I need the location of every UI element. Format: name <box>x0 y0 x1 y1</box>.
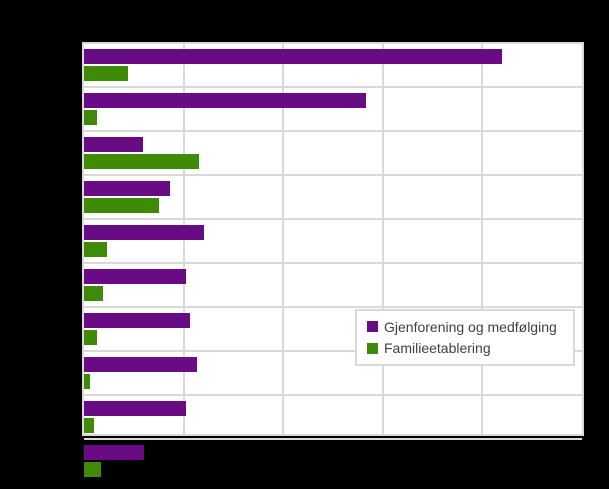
legend: Gjenforening og medfølging Familieetable… <box>355 309 575 366</box>
legend-swatch-icon <box>367 321 378 333</box>
gjenforening-bar <box>84 269 186 284</box>
gjenforening-bar <box>84 225 204 240</box>
gjenforening-bar <box>84 137 143 152</box>
bar-group-7 <box>84 313 582 352</box>
familieetablering-bar <box>84 286 103 301</box>
bar-group-3 <box>84 137 582 176</box>
familieetablering-bar <box>84 154 199 169</box>
gjenforening-bar <box>84 93 366 108</box>
bar-group-2 <box>84 93 582 132</box>
legend-label: Familieetablering <box>384 340 491 357</box>
legend-item: Gjenforening og medfølging <box>367 319 563 335</box>
familieetablering-bar <box>84 374 90 389</box>
gjenforening-bar <box>84 445 144 460</box>
chart-plot-area: Gjenforening og medfølging Familieetable… <box>82 42 584 477</box>
bar-group-9 <box>84 401 582 440</box>
bar-rows <box>84 44 582 477</box>
familieetablering-bar <box>84 462 101 477</box>
familieetablering-bar <box>84 66 128 81</box>
bar-group-6 <box>84 269 582 308</box>
vertical-gridline <box>481 44 484 434</box>
legend-swatch-icon <box>367 342 378 354</box>
familieetablering-bar <box>84 110 97 125</box>
bar-group-4 <box>84 181 582 220</box>
bar-group-5 <box>84 225 582 264</box>
gjenforening-bar <box>84 401 186 416</box>
bar-group-8 <box>84 357 582 396</box>
familieetablering-bar <box>84 330 97 345</box>
familieetablering-bar <box>84 418 94 433</box>
gjenforening-bar <box>84 357 197 372</box>
gjenforening-bar <box>84 181 170 196</box>
bar-group-10 <box>84 445 582 484</box>
legend-item: Familieetablering <box>367 340 563 356</box>
legend-label: Gjenforening og medfølging <box>384 318 557 335</box>
familieetablering-bar <box>84 198 159 213</box>
familieetablering-bar <box>84 242 107 257</box>
vertical-gridline <box>282 44 285 434</box>
gjenforening-bar <box>84 313 190 328</box>
vertical-gridline <box>381 44 384 434</box>
bar-group-1 <box>84 49 582 88</box>
gjenforening-bar <box>84 49 503 64</box>
